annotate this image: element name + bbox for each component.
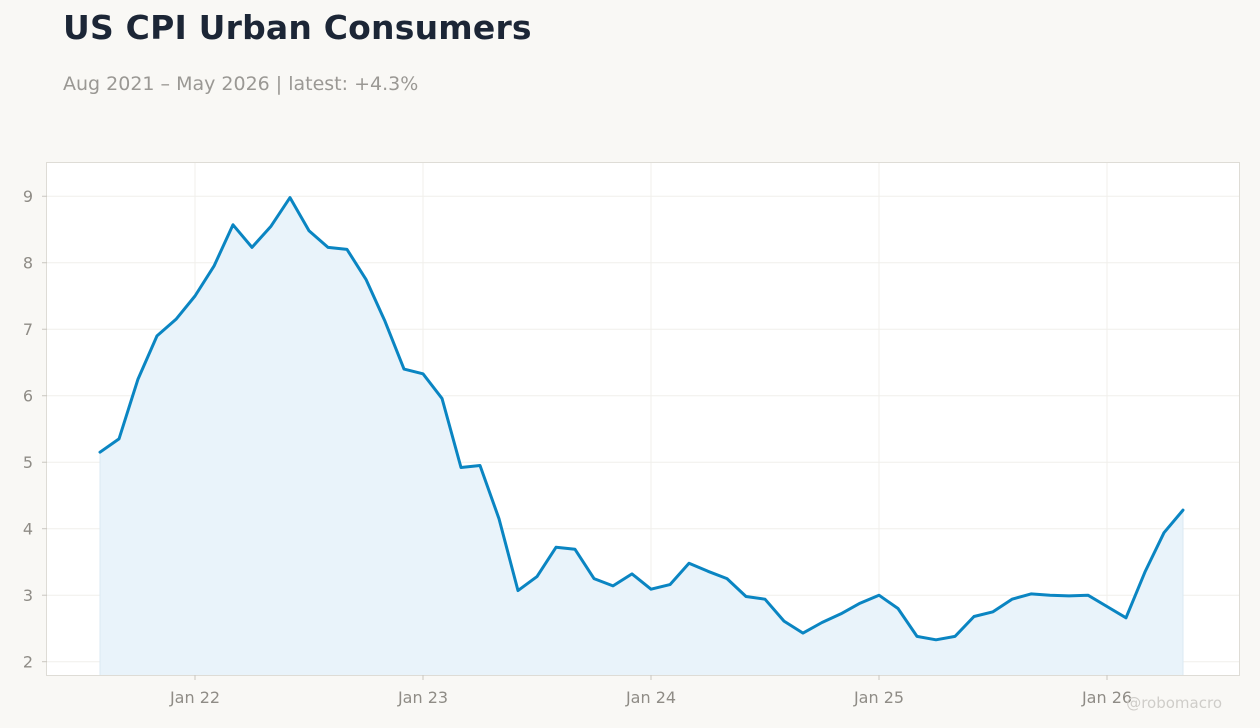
y-axis: 2 3 4 5 6 7 8 9 (23, 187, 33, 671)
y-tick-label: 5 (23, 453, 33, 472)
y-tick-label: 8 (23, 254, 33, 273)
area-fill-layer (99, 197, 1184, 675)
chart-title: US CPI Urban Consumers (63, 8, 532, 47)
y-tick-label: 4 (23, 520, 33, 539)
x-axis: Jan 22 Jan 23 Jan 24 Jan 25 Jan 26 (169, 688, 1132, 707)
x-tick-label: Jan 24 (625, 688, 676, 707)
x-tick-label: Jan 26 (1081, 688, 1132, 707)
y-tick-label: 7 (23, 320, 33, 339)
y-tick-label: 9 (23, 187, 33, 206)
series-line (98, 196, 1185, 642)
y-tick-label: 3 (23, 586, 33, 605)
series-line-layer (98, 196, 1185, 642)
y-tick-label: 6 (23, 387, 33, 406)
watermark: @robomacro (1126, 694, 1222, 712)
series-area-fill (100, 197, 1183, 675)
y-tick-label: 2 (23, 653, 33, 672)
x-tick-label: Jan 25 (853, 688, 904, 707)
x-tick-label: Jan 23 (397, 688, 448, 707)
x-tick-label: Jan 22 (169, 688, 220, 707)
chart-subtitle: Aug 2021 – May 2026 | latest: +4.3% (63, 73, 419, 95)
